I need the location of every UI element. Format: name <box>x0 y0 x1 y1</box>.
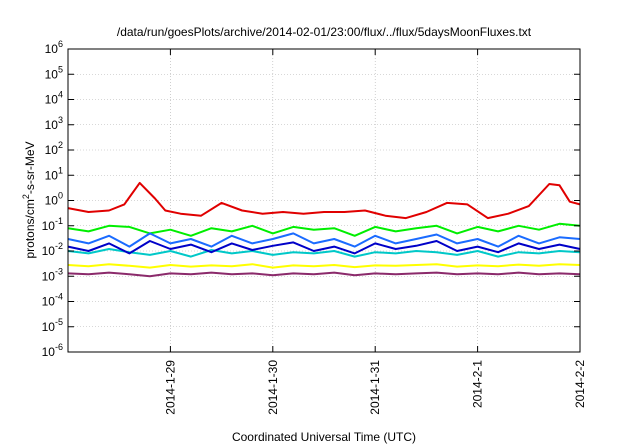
y-tick-label-exp: 6 <box>58 39 63 49</box>
y-tick-label-exp: 4 <box>58 90 63 100</box>
y-axis-label: protons/cm2-s-sr-MeV <box>21 141 37 258</box>
series-line-1 <box>67 181 581 220</box>
y-tick-label: 105 <box>45 64 63 81</box>
y-tick-label: 10-6 <box>42 342 63 359</box>
y-tick-label: 100 <box>45 191 63 208</box>
y-tick-label: 104 <box>45 90 63 107</box>
y-tick-label-base: 10 <box>45 67 59 81</box>
y-tick-label-exp: 2 <box>58 140 63 150</box>
y-tick-label-exp: 5 <box>58 64 63 74</box>
y-axis-label-rest: -s-sr-MeV <box>23 141 37 194</box>
y-tick-label: 102 <box>45 140 63 157</box>
y-tick-label-base: 10 <box>42 219 56 233</box>
y-tick-label-base: 10 <box>45 93 59 107</box>
y-tick-label: 101 <box>45 165 63 182</box>
y-tick-label-base: 10 <box>45 168 59 182</box>
plot-frame <box>67 48 581 353</box>
y-tick-label-base: 10 <box>45 118 59 132</box>
y-tick-label-base: 10 <box>45 42 59 56</box>
x-tick-label: 2014-1-29 <box>163 360 177 415</box>
y-tick-label-exp: -6 <box>55 342 63 352</box>
series-line-6 <box>67 263 581 269</box>
x-tick-label: 2014-1-30 <box>266 360 280 415</box>
series-group <box>67 181 581 278</box>
y-tick-label-exp: -4 <box>55 292 63 302</box>
x-tick-labels: 2014-1-29 2014-1-30 2014-1-31 2014-2-1 2014-… <box>163 360 587 415</box>
y-tick-label-base: 10 <box>42 320 56 334</box>
y-axis-label-sup: 2 <box>21 194 31 199</box>
x-tick-label: 2014-1-31 <box>368 360 382 415</box>
y-tick-label-base: 10 <box>42 345 56 359</box>
y-tick-label-base: 10 <box>45 143 59 157</box>
y-tick-label-exp: 0 <box>58 191 63 201</box>
series-line-3 <box>67 248 581 258</box>
y-tick-label: 10-1 <box>42 216 63 233</box>
y-tick-label-exp: -1 <box>55 216 63 226</box>
y-tick-label: 10-4 <box>42 292 63 309</box>
y-tick-label: 10-5 <box>42 317 63 334</box>
y-tick-label-base: 10 <box>45 194 59 208</box>
y-tick-label-exp: 3 <box>58 115 63 125</box>
chart-title: /data/run/goesPlots/archive/2014-02-01/2… <box>117 25 532 39</box>
x-axis-label: Coordinated Universal Time (UTC) <box>232 430 416 444</box>
y-tick-label-base: 10 <box>42 244 56 258</box>
y-tick-label-base: 10 <box>42 269 56 283</box>
series-line-5 <box>67 240 581 255</box>
y-tick-label-exp: -3 <box>55 266 63 276</box>
x-tick-label: 2014-2-2 <box>573 360 587 408</box>
y-tick-label: 106 <box>45 39 63 56</box>
y-tick-label-exp: -5 <box>55 317 63 327</box>
y-tick-label-base: 10 <box>42 295 56 309</box>
series-line-7 <box>67 271 581 278</box>
y-tick-label-exp: 1 <box>58 165 63 175</box>
y-tick-label-exp: -2 <box>55 241 63 251</box>
y-axis-label-base: protons/cm <box>23 199 37 258</box>
x-tick-label: 2014-2-1 <box>471 360 485 408</box>
y-tick-label: 10-3 <box>42 266 63 283</box>
series-line-4 <box>67 232 581 248</box>
y-tick-labels: 10-610-510-410-310-210-11001011021031041… <box>42 39 63 359</box>
y-tick-label: 103 <box>45 115 63 132</box>
series-line-2 <box>67 222 581 237</box>
y-tick-label: 10-2 <box>42 241 63 258</box>
